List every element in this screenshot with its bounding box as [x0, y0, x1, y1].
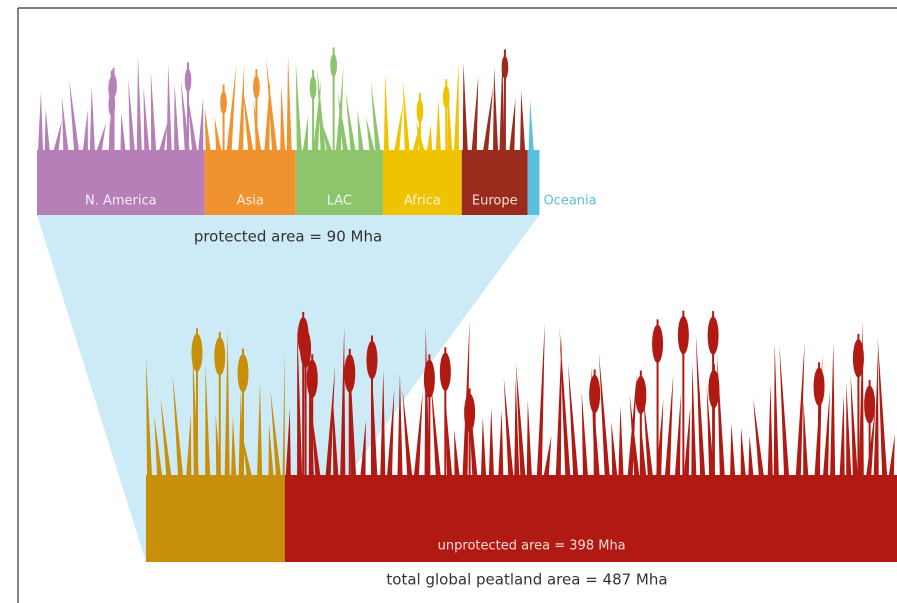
cattail-head — [813, 367, 825, 406]
total-label: total global peatland area = 487 Mha — [386, 571, 667, 589]
grass-segment — [461, 49, 528, 215]
protected-label: protected area = 90 Mha — [194, 228, 382, 246]
cattail-head — [110, 74, 117, 98]
cattail-head — [253, 75, 260, 99]
grass-segment — [204, 55, 296, 215]
cattail-head — [707, 316, 719, 355]
segment — [204, 150, 296, 215]
cattail-head — [677, 315, 689, 355]
region-label: Asia — [237, 194, 264, 209]
grass-blades — [527, 99, 540, 150]
segment — [527, 150, 540, 215]
segment — [461, 150, 528, 215]
cattail-head — [852, 339, 864, 378]
cattail-head — [214, 337, 226, 376]
unprotected-label: unprotected area = 398 Mha — [438, 539, 626, 554]
region-label: LAC — [327, 194, 352, 209]
cattail-head — [589, 374, 601, 414]
grass-blades — [461, 56, 528, 150]
grass-blades — [204, 55, 296, 151]
cattail-head — [191, 333, 203, 372]
cattail-head — [501, 55, 509, 80]
cattail-head — [442, 85, 450, 109]
cattail-head — [306, 359, 318, 398]
segment — [382, 150, 462, 215]
grass-blades — [146, 330, 285, 475]
grass-segment — [382, 62, 462, 215]
cattail-head — [297, 317, 309, 356]
segment — [146, 475, 285, 562]
grass-blades — [295, 62, 383, 150]
grass-segment — [146, 328, 285, 562]
cattail-head — [366, 340, 378, 380]
cattail-head — [309, 76, 317, 100]
segment — [37, 150, 205, 215]
cattail-head — [464, 393, 476, 433]
region-label: Europe — [472, 194, 518, 209]
cattail-head — [439, 352, 451, 391]
region-label: Africa — [404, 194, 441, 209]
grass-segment — [37, 56, 205, 215]
region-label: N. America — [85, 194, 157, 209]
cattail-head — [220, 91, 227, 115]
cattail-head — [237, 353, 249, 393]
cattail-head — [864, 385, 876, 424]
grass-segment — [295, 47, 383, 215]
cattail-head — [330, 53, 337, 78]
segment — [284, 475, 897, 562]
grass-segment — [527, 99, 540, 215]
cattail-head — [635, 375, 647, 415]
cattail-head — [423, 359, 435, 399]
cattail-head — [344, 354, 356, 393]
cattail-head — [184, 68, 192, 93]
cattail-head — [652, 324, 664, 364]
grass-blades — [284, 320, 897, 475]
grass-blades — [37, 56, 205, 151]
grass-segment — [284, 310, 897, 562]
region-label: Oceania — [543, 194, 596, 209]
cattail-head — [416, 99, 424, 123]
segment — [295, 150, 383, 215]
